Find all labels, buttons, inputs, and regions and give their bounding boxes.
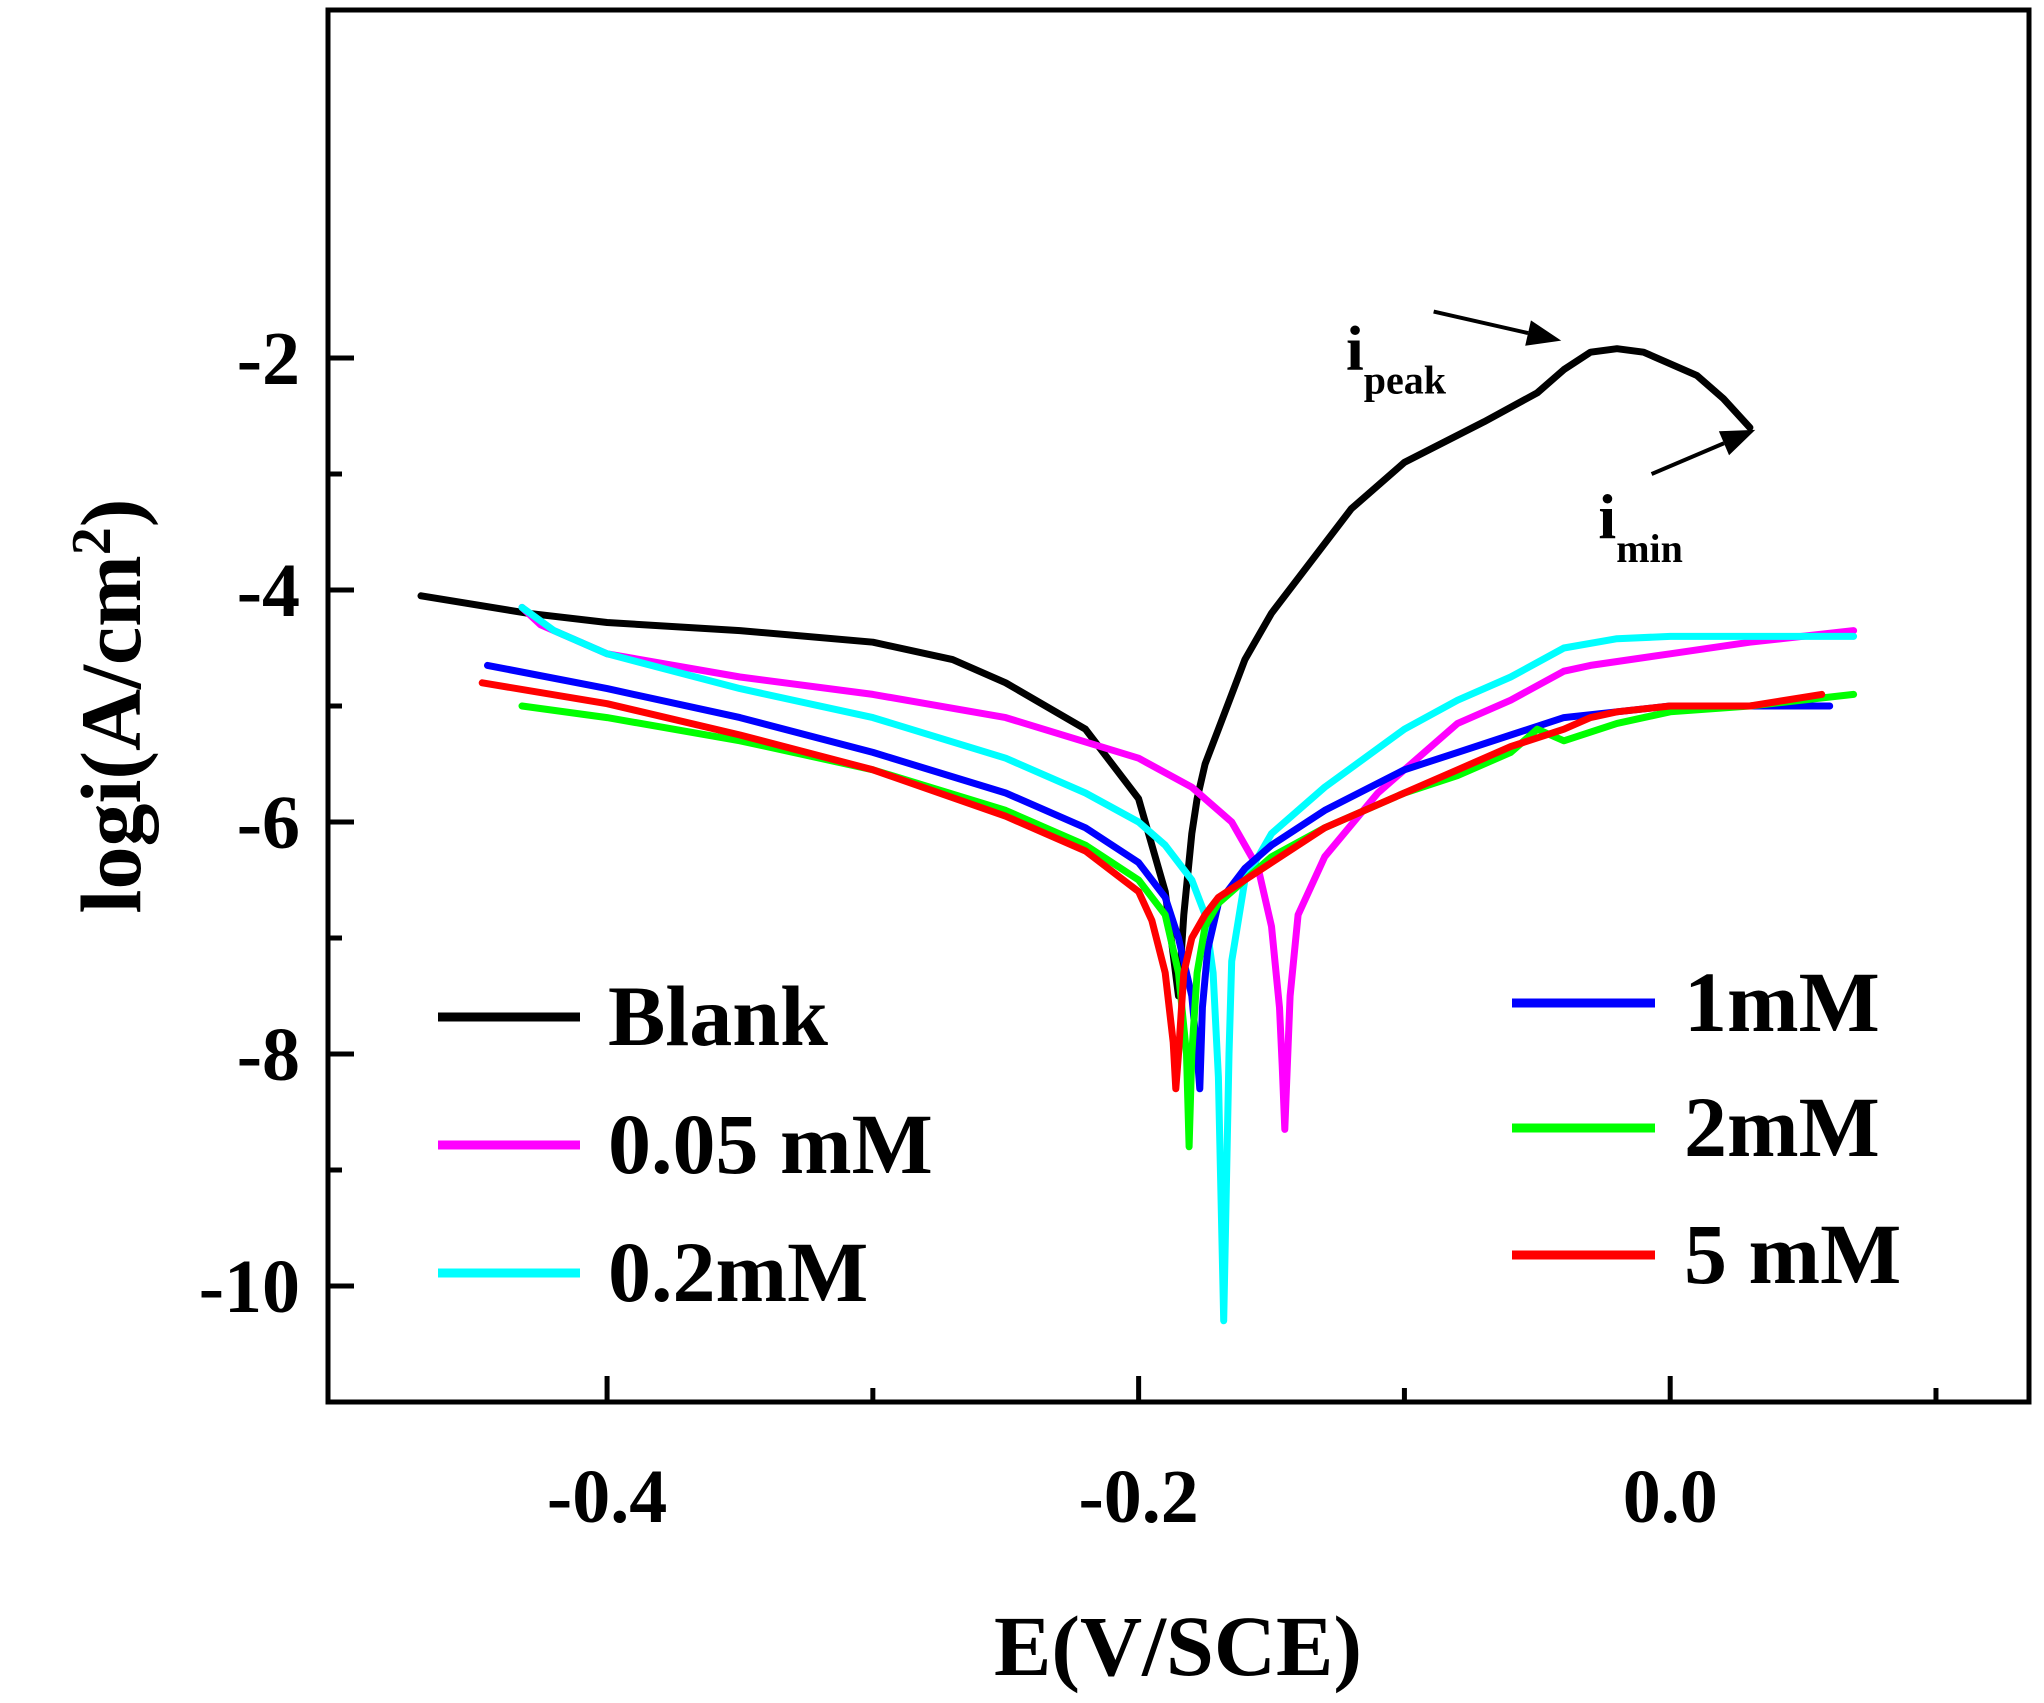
legend-label-5mm: 5 mM: [1684, 1206, 1901, 1302]
y-axis-title-sup: 2: [61, 527, 123, 555]
x-tick-label: -0.4: [547, 1455, 667, 1539]
annotation-ipeak: ipeak: [1346, 313, 1447, 403]
legend-label-1mm: 1mM: [1684, 954, 1880, 1050]
series-line-0-05-mm: [518, 603, 1858, 1133]
series-line-1mm: [484, 661, 1834, 1093]
data-series: [417, 345, 1858, 1325]
y-tick-label: -4: [237, 549, 300, 633]
peak-arrow: [1433, 309, 1529, 336]
series-line-2mm: [518, 690, 1858, 1151]
x-tick-label: -0.2: [1078, 1455, 1198, 1539]
series-line-0-2mm: [518, 603, 1858, 1325]
x-axis-title: E(V/SCE): [994, 1598, 1362, 1694]
annotation-ipeak-sub: peak: [1364, 358, 1447, 403]
legend-left: Blank 0.05 mM 0.2mM: [438, 968, 933, 1320]
y-axis-title-main: logi(A/cm: [63, 555, 159, 913]
series-line-blank: [417, 345, 1754, 1000]
y-axis-title-close: ): [63, 499, 159, 528]
y-tick-label: -2: [237, 317, 300, 401]
annotation-imin: imin: [1598, 481, 1682, 571]
peak-arrowhead: [1525, 320, 1562, 346]
annotation-ipeak-main: i: [1346, 313, 1364, 384]
y-tick-label: -8: [237, 1013, 300, 1097]
legend-label-blank: Blank: [608, 968, 828, 1064]
series-line-5-mm: [478, 679, 1826, 1093]
y-tick-label: -10: [199, 1245, 300, 1329]
min-arrow: [1650, 441, 1725, 476]
legend-label-0-05mm: 0.05 mM: [608, 1096, 933, 1192]
y-axis-title: logi(A/cm2): [61, 499, 159, 914]
legend-label-0-2mm: 0.2mM: [608, 1224, 868, 1320]
annotation-imin-main: i: [1598, 481, 1616, 552]
annotation-imin-sub: min: [1616, 526, 1683, 571]
y-tick-label: -6: [237, 781, 300, 865]
annotations: ipeak imin: [1346, 309, 1756, 571]
legend-label-2mm: 2mM: [1684, 1079, 1880, 1175]
axis-ticks: [328, 355, 1939, 1402]
legend-right: 1mM 2mM 5 mM: [1512, 954, 1901, 1302]
x-tick-label: 0.0: [1623, 1455, 1718, 1539]
tick-labels: -0.4 -0.2 0.0 -2 -4 -6 -8 -10: [199, 317, 1718, 1539]
min-arrowhead: [1718, 429, 1756, 456]
